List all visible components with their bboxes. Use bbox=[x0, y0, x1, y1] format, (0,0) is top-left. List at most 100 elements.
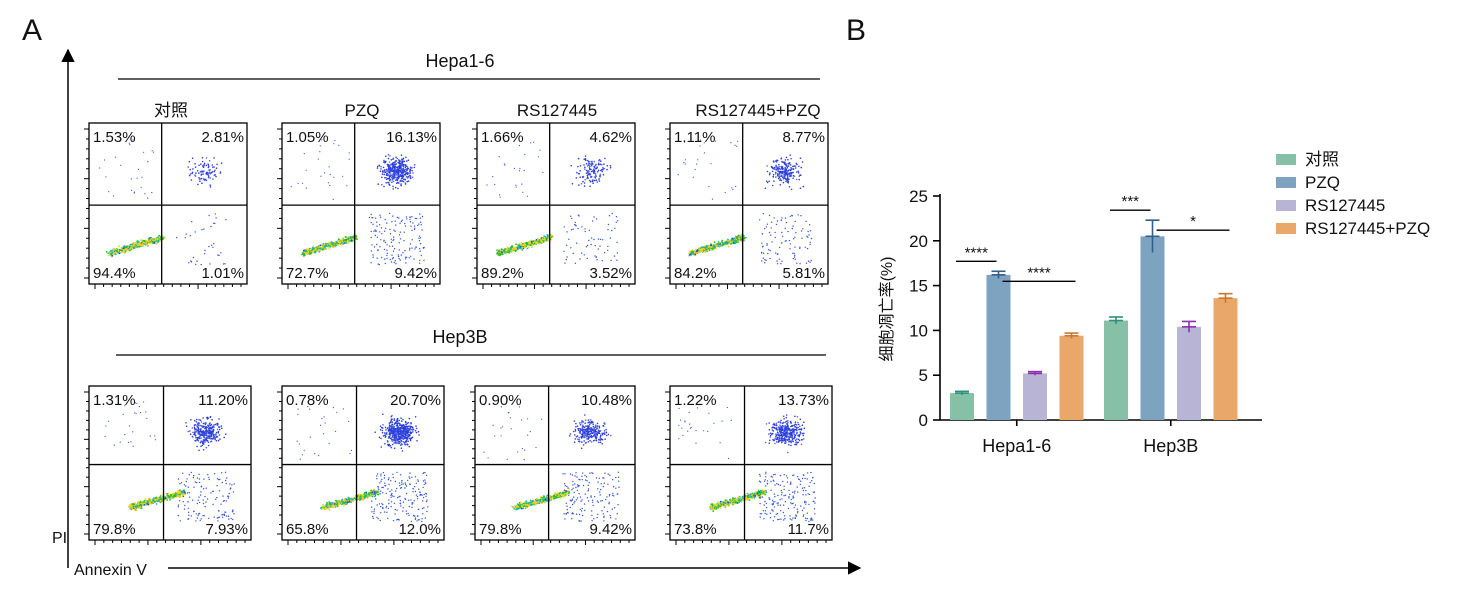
scatter-points bbox=[483, 404, 620, 522]
plot-frame bbox=[669, 122, 829, 285]
quadrant-lower-left-pct: 94.4% bbox=[93, 265, 136, 282]
panel-a-axes: PI Annexin V bbox=[52, 48, 862, 579]
significance-bracket: **** bbox=[956, 244, 997, 262]
y-tick-label: 5 bbox=[919, 366, 928, 385]
plot-frame bbox=[476, 122, 636, 285]
error-bar bbox=[1218, 292, 1233, 303]
error-bar bbox=[955, 390, 969, 395]
quadrant-lower-left-pct: 89.2% bbox=[481, 265, 524, 282]
plot-frame bbox=[669, 385, 833, 541]
flow-plot: 1.66% 4.62% 89.2% 3.52% bbox=[472, 122, 636, 289]
plot-ticks bbox=[84, 391, 246, 545]
flow-plot: 0.90% 10.48% 79.8% 9.42% bbox=[470, 385, 636, 545]
group-title-control: 对照 bbox=[154, 101, 188, 120]
row-header-hep3b: Hep3B bbox=[116, 327, 826, 356]
y-tick-label: 10 bbox=[909, 321, 928, 340]
error-bar bbox=[1182, 320, 1196, 333]
quadrant-upper-left-pct: 1.53% bbox=[93, 129, 136, 146]
plot-frame bbox=[281, 385, 445, 541]
flow-plot: 1.05% 16.13% 72.7% 9.42% bbox=[277, 122, 441, 289]
legend-swatch bbox=[1276, 223, 1296, 234]
group-title-rs127445-pzq: RS127445+PZQ bbox=[695, 101, 820, 120]
quadrant-lower-right-pct: 11.7% bbox=[788, 521, 829, 538]
significance-bracket: *** bbox=[1110, 193, 1151, 211]
significance-label: **** bbox=[965, 244, 989, 261]
bar bbox=[950, 393, 974, 420]
significance-bracket: **** bbox=[1002, 264, 1076, 282]
error-bar bbox=[991, 270, 1006, 279]
quadrant-lower-right-pct: 5.81% bbox=[782, 265, 825, 282]
quadrant-lower-right-pct: 1.01% bbox=[201, 265, 244, 282]
legend-label: PZQ bbox=[1305, 173, 1340, 192]
cell-line-title-hepa16: Hepa1-6 bbox=[425, 51, 494, 71]
quadrant-lower-left-pct: 73.8% bbox=[674, 521, 717, 538]
quadrant-lower-right-pct: 9.42% bbox=[589, 521, 632, 538]
significance-label: **** bbox=[1027, 264, 1051, 281]
quadrant-upper-right-pct: 4.62% bbox=[589, 129, 632, 146]
significance-label: *** bbox=[1121, 193, 1139, 210]
quadrant-upper-right-pct: 8.77% bbox=[782, 129, 825, 146]
quadrant-upper-left-pct: 1.66% bbox=[481, 129, 524, 146]
panel-b-letter: B bbox=[846, 14, 866, 47]
y-tick-label: 15 bbox=[909, 277, 928, 296]
scatter-points bbox=[104, 401, 235, 522]
y-axis-label: 细胞凋亡率(%) bbox=[878, 257, 896, 362]
flow-plot: 1.22% 13.73% 73.8% 11.7% bbox=[665, 385, 833, 545]
legend: 对照 PZQ RS127445 RS127445+PZQ bbox=[1276, 150, 1430, 238]
flow-plot: 1.31% 11.20% 79.8% 7.93% bbox=[84, 385, 252, 545]
quadrant-lower-right-pct: 7.93% bbox=[205, 521, 248, 538]
quadrant-lower-left-pct: 72.7% bbox=[286, 265, 329, 282]
annexin-axis-label: Annexin V bbox=[74, 562, 147, 579]
plot-ticks bbox=[665, 128, 823, 289]
scatter-points bbox=[678, 406, 816, 523]
quadrant-lower-right-pct: 9.42% bbox=[394, 265, 437, 282]
flow-plot: 0.78% 20.70% 65.8% 12.0% bbox=[277, 385, 445, 545]
significance-bracket: * bbox=[1156, 213, 1230, 231]
y-tick-label: 0 bbox=[919, 411, 928, 430]
row-header-hepa16: Hepa1-6 bbox=[118, 51, 820, 80]
legend-label: RS127445+PZQ bbox=[1305, 219, 1430, 238]
x-tick-label: Hepa1-6 bbox=[982, 436, 1051, 456]
scatter-points bbox=[99, 139, 227, 266]
quadrant-upper-left-pct: 0.78% bbox=[286, 392, 329, 409]
quadrant-upper-right-pct: 16.13% bbox=[386, 129, 437, 146]
flow-plot: 1.53% 2.81% 94.4% 1.01% bbox=[84, 122, 248, 289]
panel-a-letter: A bbox=[22, 14, 42, 47]
group-title-pzq: PZQ bbox=[345, 101, 380, 120]
quadrant-upper-left-pct: 1.05% bbox=[286, 129, 329, 146]
error-bar bbox=[1028, 370, 1042, 376]
y-tick-label: 20 bbox=[909, 232, 928, 251]
plot-ticks bbox=[472, 128, 630, 289]
plot-frame bbox=[88, 385, 252, 541]
bar bbox=[1213, 298, 1238, 420]
flow-cytometry-grid: 1.53% 2.81% 94.4% 1.01% 1.05% 16.13% 72.7% 9.42… bbox=[84, 122, 833, 545]
quadrant-upper-right-pct: 2.81% bbox=[201, 129, 244, 146]
quadrant-upper-left-pct: 0.90% bbox=[479, 392, 522, 409]
plot-ticks bbox=[665, 391, 827, 545]
quadrant-lower-left-pct: 79.8% bbox=[93, 521, 136, 538]
plot-ticks bbox=[277, 128, 435, 289]
scatter-points bbox=[290, 139, 425, 266]
flow-plot: 1.11% 8.77% 84.2% 5.81% bbox=[665, 122, 829, 289]
plot-ticks bbox=[277, 391, 439, 545]
quadrant-upper-right-pct: 13.73% bbox=[778, 392, 829, 409]
quadrant-upper-right-pct: 11.20% bbox=[198, 392, 248, 409]
quadrant-upper-right-pct: 20.70% bbox=[390, 392, 441, 409]
scatter-points bbox=[486, 141, 619, 264]
bar bbox=[1104, 320, 1128, 420]
quadrant-upper-left-pct: 1.11% bbox=[674, 129, 715, 146]
quadrant-lower-left-pct: 84.2% bbox=[674, 265, 717, 282]
plot-ticks bbox=[470, 391, 630, 545]
quadrant-upper-left-pct: 1.31% bbox=[93, 392, 136, 409]
legend-swatch bbox=[1276, 177, 1296, 188]
quadrant-lower-left-pct: 65.8% bbox=[286, 521, 329, 538]
plot-ticks bbox=[84, 128, 242, 289]
legend-swatch bbox=[1276, 200, 1296, 211]
quadrant-upper-right-pct: 10.48% bbox=[581, 392, 632, 409]
scatter-points bbox=[677, 139, 813, 265]
quadrant-upper-left-pct: 1.22% bbox=[674, 392, 717, 409]
legend-label: 对照 bbox=[1305, 150, 1339, 169]
significance-label: * bbox=[1190, 213, 1196, 230]
x-tick-label: Hep3B bbox=[1143, 436, 1198, 456]
